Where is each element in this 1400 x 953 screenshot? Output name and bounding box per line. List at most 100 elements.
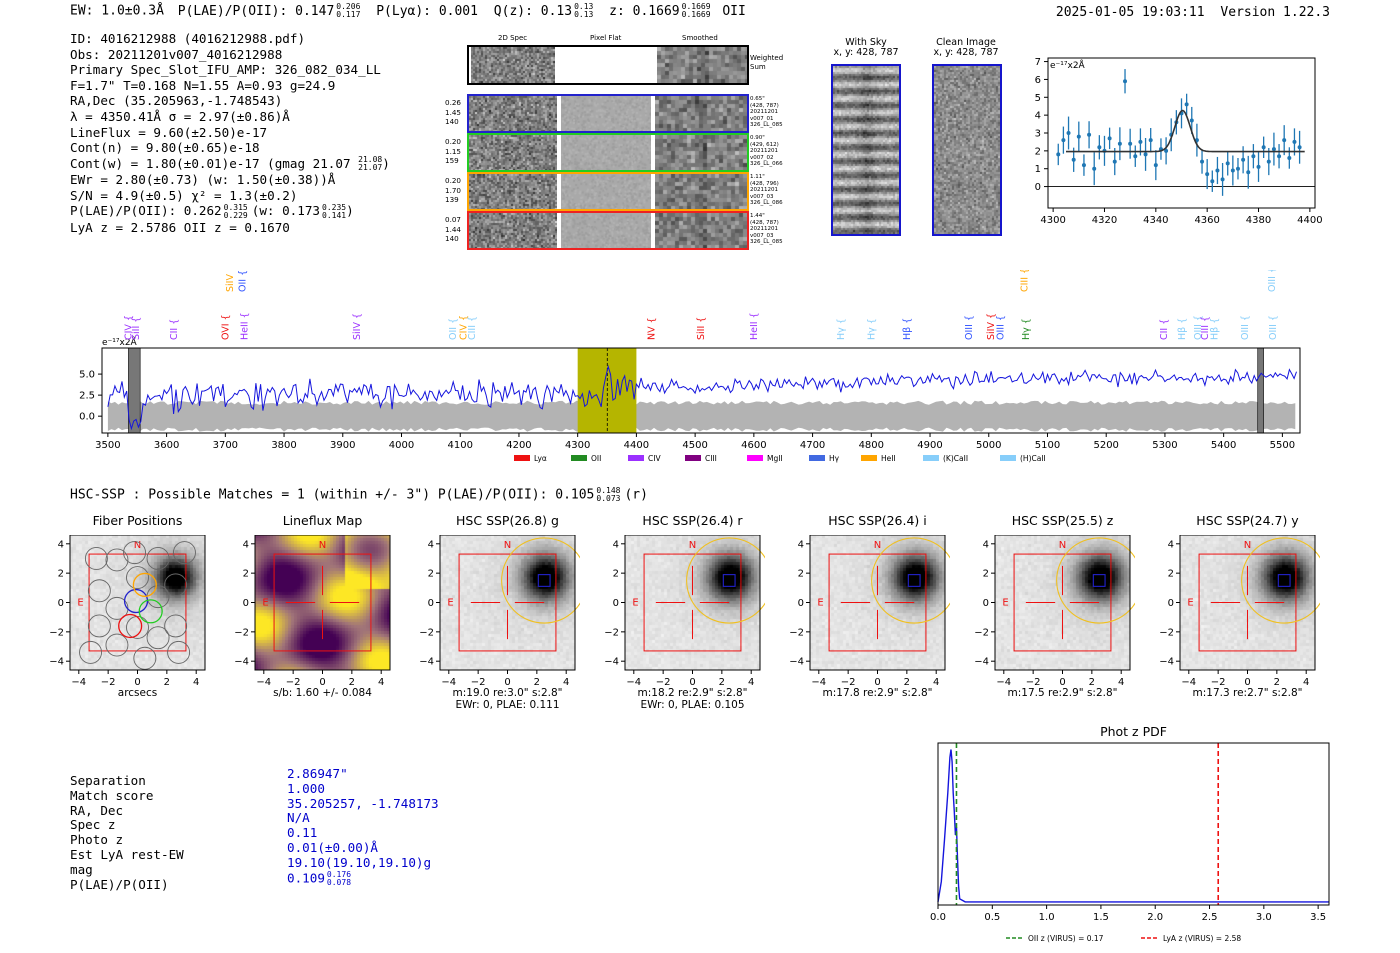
plae-oii-lo: 0.117 xyxy=(336,10,361,19)
stamp-caption: m:17.8 re:2.9" s:2.8" xyxy=(795,687,960,699)
qz-lo: 0.13 xyxy=(574,10,594,19)
north-label: N xyxy=(689,540,696,551)
spectral-line-label: Hβ { xyxy=(1209,318,1220,340)
stamp-x-tick-label: −2 xyxy=(471,677,486,688)
stamp-x-tick-label: 2 xyxy=(904,677,910,688)
spectral-line-label: OII { xyxy=(448,318,459,340)
stamp-x-tick-label: 0 xyxy=(1059,677,1065,688)
stamp-panel: N E −4 −4 −2 −2 0 0 2 2 4 4 xyxy=(1159,535,1320,688)
spectral-line-label: NV { xyxy=(647,317,658,340)
spectral-line-label: OIII { xyxy=(1267,270,1278,292)
spec2d-meta-line: 1.44" xyxy=(750,213,765,219)
spectral-line-label: CIII { xyxy=(1200,316,1211,340)
north-label: N xyxy=(1059,540,1066,551)
spectral-line-label: Hγ { xyxy=(866,318,877,340)
fit-data-point xyxy=(1256,164,1261,169)
north-label: N xyxy=(874,540,881,551)
fit-data-point xyxy=(1107,136,1112,141)
stamp-y-tick-label: 2 xyxy=(243,569,249,580)
fit-data-point xyxy=(1261,145,1266,150)
spectral-line-label: Hβ { xyxy=(1177,318,1188,340)
match-label-radec: RA, Dec xyxy=(70,802,124,818)
plae-hi: 0.315 xyxy=(223,202,248,212)
fit-data-point xyxy=(1112,159,1117,164)
spec2d-meta-line: (428, 787) xyxy=(750,102,779,109)
match-label-photoz: Photo z xyxy=(70,832,124,848)
stamp-x-tick-label: −4 xyxy=(256,677,271,688)
spec2d-row-smoothed xyxy=(655,174,747,209)
fit-data-point xyxy=(1200,159,1205,164)
fit-data-point xyxy=(1133,154,1138,159)
plae: P(LAE)/P(OII): 0.262 0.315 0.229 (w: 0.173 0… xyxy=(70,202,354,220)
east-label: E xyxy=(77,597,83,608)
stamp-x-tick-label: 4 xyxy=(1118,677,1124,688)
east-label: E xyxy=(1002,597,1008,608)
match-value-separation: 2.86947" xyxy=(287,766,348,781)
fit-y-tick-label: 6 xyxy=(1035,75,1041,86)
stamp-y-tick-label: −2 xyxy=(1159,627,1174,638)
spec2d-panel: Weighted Sum 0.26 1.45 140 0.65" (428, 787) 2… xyxy=(440,44,783,254)
spectrum-x-tick-label: 5200 xyxy=(1093,440,1118,451)
spec2d-stat: 1.44 xyxy=(445,224,462,234)
fit-data-point xyxy=(1215,168,1220,173)
east-label: E xyxy=(1187,597,1193,608)
stamp-y-tick-label: 2 xyxy=(613,569,619,580)
stamp-caption-line: m:18.2 re:2.9" s:2.8" xyxy=(637,687,748,699)
header-line: EW: 1.0±0.3Å P(LAE)/P(OII): 0.147 0.206 0.… xyxy=(70,3,746,19)
fiber-circle xyxy=(123,541,147,565)
fit-data-point xyxy=(1143,152,1148,157)
hsc-summary-lo: 0.073 xyxy=(596,494,621,503)
fit-x-tick-label: 4340 xyxy=(1143,215,1168,226)
fiber-circle xyxy=(164,573,188,597)
photz-x-tick-label: 0.0 xyxy=(930,912,946,923)
spec2d-meta-line: 326_LL_086 xyxy=(750,200,783,206)
weighted-sum-2d xyxy=(471,47,555,83)
spec2d-stat: 0.20 xyxy=(445,176,462,185)
match-label-plae: P(LAE)/P(OII) xyxy=(70,876,169,892)
spectral-line-label: SiIV { xyxy=(986,313,997,340)
match-labels: Separation Match score RA, Dec Spec z Ph… xyxy=(70,773,184,892)
spectral-line-label: CIII { xyxy=(467,316,478,340)
spectrum-x-tick-label: 4400 xyxy=(624,440,649,451)
spec2d-stat: 1.70 xyxy=(445,185,462,195)
fit-y-tick-label: 1 xyxy=(1035,164,1041,175)
spec2d-row-2d xyxy=(469,96,557,131)
stamp-panel: N E −4 −4 −2 −2 0 0 2 2 4 4 xyxy=(789,535,950,688)
stamp-y-tick-label: 0 xyxy=(613,598,619,609)
match-value-lya-ew: 0.01(±0.00)Å xyxy=(287,839,378,855)
legend-label: HeII xyxy=(881,454,896,463)
photz-title: Phot z PDF xyxy=(1100,724,1167,739)
fit-data-point xyxy=(1061,138,1066,143)
stamp-red-box xyxy=(88,553,187,652)
stamp-x-tick-label: −2 xyxy=(841,677,856,688)
stamp-caption: s/b: 1.60 +/- 0.084 xyxy=(240,687,405,699)
stamp-y-tick-label: 0 xyxy=(428,598,434,609)
stamp-y-tick-label: −4 xyxy=(789,657,804,668)
fit-data-point xyxy=(1189,118,1194,123)
fit-x-tick-label: 4320 xyxy=(1092,215,1117,226)
spectral-line-label: SiIV { xyxy=(352,313,363,340)
stamp-y-tick-label: 4 xyxy=(1168,539,1174,550)
stamp-x-tick-label: 2 xyxy=(164,677,170,688)
stamp-caption: m:18.2 re:2.9" s:2.8" EWr: 0, PLAE: 0.105 xyxy=(610,687,775,711)
fiber-circle xyxy=(167,640,191,664)
spec2d-row-smoothed xyxy=(655,96,747,131)
photz-x-tick-label: 3.5 xyxy=(1310,912,1326,923)
spectrum-x-tick-label: 4100 xyxy=(447,440,472,451)
match-value-radec: 35.205257, -1.748173 xyxy=(287,795,439,811)
stamp-y-tick-label: 2 xyxy=(58,569,64,580)
stamp-panel: N E −4 −4 −2 −2 0 0 2 2 4 4 xyxy=(604,535,765,688)
spec2d-stat: 0.26 xyxy=(445,98,462,107)
spectrum-error-band xyxy=(107,400,1296,432)
spec2d-row-meta: 1.11" (428, 796) 20211201 v007_03 326_LL_086 xyxy=(750,174,783,207)
fit-data-point xyxy=(1241,157,1246,162)
legend-swatch xyxy=(571,455,587,461)
stamp-y-tick-label: 0 xyxy=(983,598,989,609)
north-label: N xyxy=(134,540,141,551)
fit-data-point xyxy=(1097,145,1102,150)
spectral-line-label: CII { xyxy=(1159,319,1170,340)
plae-lo: 0.229 xyxy=(223,210,248,220)
stamp-x-tick-label: 2 xyxy=(534,677,540,688)
photz-legend-label: OII z (VIRUS) = 0.17 xyxy=(1028,934,1104,943)
match-position-box xyxy=(907,574,921,587)
